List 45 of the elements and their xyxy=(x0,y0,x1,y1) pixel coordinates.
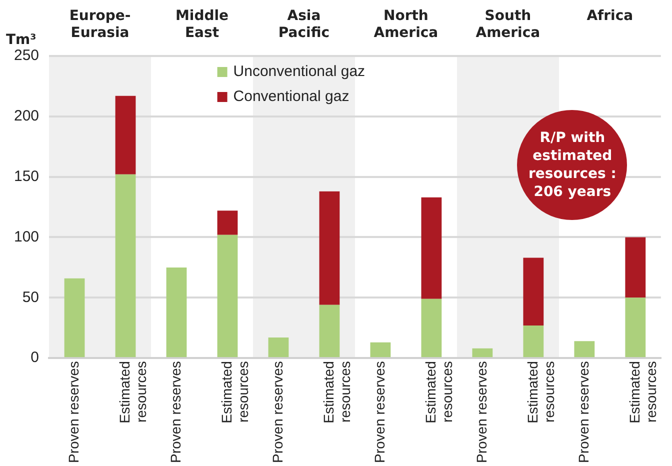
y-tick-label: 0 xyxy=(30,349,40,366)
y-tick-label: 200 xyxy=(14,108,40,125)
bar xyxy=(421,197,442,299)
text: South America xyxy=(476,8,540,41)
x-tick-label: Estimated resources xyxy=(218,361,252,424)
bar xyxy=(472,348,493,358)
bar xyxy=(268,338,289,358)
bar xyxy=(115,96,136,174)
bar xyxy=(625,298,646,358)
x-tick-label: Proven reserves xyxy=(167,361,184,464)
text: Middle East xyxy=(175,8,229,41)
legend-label: Conventional gaz xyxy=(233,88,350,106)
bar xyxy=(319,191,340,305)
x-tick-label: Estimated resources xyxy=(524,361,558,424)
bar xyxy=(625,237,646,298)
x-tick-label: Proven reserves xyxy=(269,361,286,464)
x-tick-label: Estimated resources xyxy=(626,361,660,424)
bar xyxy=(523,258,544,326)
x-tick-label: Proven reserves xyxy=(65,361,82,464)
text: Europe-Eurasia xyxy=(69,8,131,41)
y-tick-label: 150 xyxy=(14,168,40,185)
y-tick-label: 250 xyxy=(14,47,40,64)
x-tick-label: Proven reserves xyxy=(575,361,592,464)
bar xyxy=(523,325,544,358)
x-tick-label: Estimated resources xyxy=(422,361,456,424)
text: Africa xyxy=(586,8,634,24)
bar xyxy=(64,278,85,358)
text: North America xyxy=(374,8,438,41)
bar xyxy=(217,234,238,358)
bar xyxy=(421,298,442,358)
bar xyxy=(217,210,238,235)
y-tick-label: 50 xyxy=(22,288,40,306)
x-tick-label: Estimated resources xyxy=(116,361,150,424)
bar xyxy=(166,267,187,358)
bar xyxy=(574,341,595,358)
bar xyxy=(370,342,391,358)
x-tick-label: Proven reserves xyxy=(473,361,490,464)
text: Asia Pacific xyxy=(278,8,330,41)
x-tick-label: Proven reserves xyxy=(371,361,388,464)
y-tick-label: 100 xyxy=(14,228,40,246)
x-tick-label: Estimated resources xyxy=(320,361,354,424)
bar xyxy=(115,174,136,358)
y-axis-title: Tm³ xyxy=(6,32,36,48)
bar xyxy=(319,304,340,358)
legend-label: Unconventional gaz xyxy=(233,63,366,80)
